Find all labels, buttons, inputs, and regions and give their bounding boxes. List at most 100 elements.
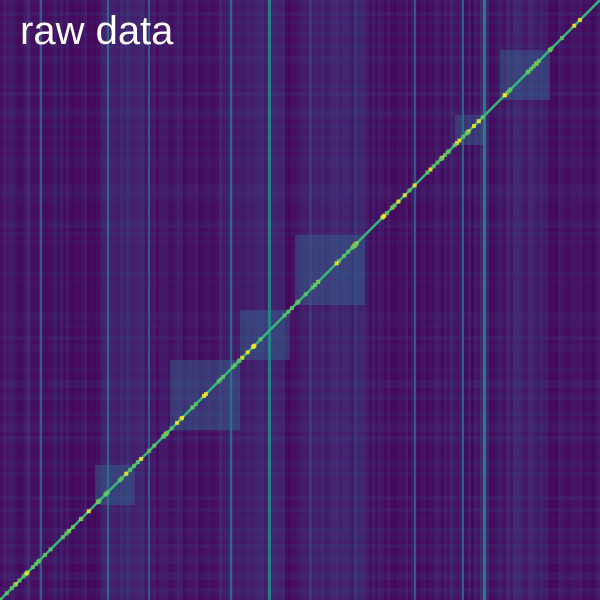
column-stripe <box>570 0 573 600</box>
column-stripe <box>456 0 459 600</box>
diagonal-spot <box>282 313 287 318</box>
row-stripe <box>0 528 600 532</box>
diagonal-spot <box>390 205 395 210</box>
column-stripe <box>417 0 420 600</box>
row-stripe <box>0 536 600 540</box>
column-stripe <box>171 0 174 600</box>
column-stripe <box>552 0 555 600</box>
column-stripe <box>288 0 291 600</box>
column-stripe <box>525 0 528 600</box>
diagonal-spot <box>169 426 174 431</box>
diagonal-spot <box>407 188 412 193</box>
column-stripe <box>465 0 468 600</box>
column-stripe <box>516 0 519 600</box>
row-stripe <box>0 312 600 316</box>
row-stripe <box>0 464 600 468</box>
row-stripe <box>0 572 600 576</box>
diagonal-spot <box>132 463 137 468</box>
column-stripe <box>387 0 390 600</box>
column-stripe <box>252 0 255 600</box>
diagonal-spot <box>457 138 462 143</box>
row-stripe <box>0 348 600 352</box>
column-stripe <box>564 0 567 600</box>
row-stripe <box>0 320 600 324</box>
column-stripe <box>591 0 594 600</box>
diagonal-spot <box>43 552 48 557</box>
row-stripe <box>0 92 600 96</box>
column-stripe <box>321 0 324 600</box>
diagonal-spot <box>147 448 152 453</box>
diagonal-spot <box>12 583 17 588</box>
diagonal-spot <box>310 285 315 290</box>
bright-column <box>148 0 150 600</box>
row-stripe <box>0 32 600 36</box>
column-stripe <box>324 0 327 600</box>
column-stripe <box>189 0 192 600</box>
row-stripe <box>0 552 600 556</box>
column-stripe <box>312 0 315 600</box>
diagonal-spot <box>86 509 91 514</box>
row-stripe <box>0 440 600 444</box>
diagonal-spot <box>412 183 417 188</box>
row-stripe <box>0 164 600 168</box>
column-stripe <box>18 0 21 600</box>
diagonal-spot <box>289 306 294 311</box>
diagonal-spot <box>531 64 536 69</box>
diagonal-spot <box>193 402 198 407</box>
diagonal-spot <box>534 61 539 66</box>
column-stripe <box>3 0 6 600</box>
column-stripe <box>360 0 363 600</box>
column-stripe <box>342 0 345 600</box>
column-stripe <box>105 0 108 600</box>
column-stripe <box>174 0 177 600</box>
diagonal-spot <box>79 516 84 521</box>
column-stripe <box>576 0 579 600</box>
column-stripe <box>492 0 495 600</box>
column-stripe <box>192 0 195 600</box>
diagonal-spot <box>384 211 389 216</box>
diagonal-spot <box>202 393 207 398</box>
column-stripe <box>210 0 213 600</box>
row-stripe <box>0 60 600 64</box>
column-stripe <box>144 0 147 600</box>
row-stripe <box>0 380 600 384</box>
column-stripe <box>282 0 285 600</box>
row-stripe <box>0 240 600 244</box>
column-stripe <box>489 0 492 600</box>
column-stripe <box>153 0 156 600</box>
row-stripe <box>0 220 600 224</box>
diagonal-spot <box>4 591 9 596</box>
diagonal-spot <box>549 46 554 51</box>
row-stripe <box>0 108 600 112</box>
row-stripe <box>0 544 600 548</box>
column-stripe <box>561 0 564 600</box>
column-stripe <box>126 0 129 600</box>
column-stripe <box>390 0 393 600</box>
column-stripe <box>123 0 126 600</box>
row-stripe <box>0 436 600 440</box>
column-stripe <box>303 0 306 600</box>
row-stripe <box>0 336 600 340</box>
column-stripe <box>120 0 123 600</box>
column-stripe <box>30 0 33 600</box>
diagonal-spot <box>336 259 341 264</box>
column-stripe <box>351 0 354 600</box>
column-stripe <box>459 0 462 600</box>
column-stripe <box>72 0 75 600</box>
column-stripe <box>201 0 204 600</box>
diagonal-spot <box>175 420 180 425</box>
column-stripe <box>156 0 159 600</box>
column-stripe <box>264 0 267 600</box>
column-stripe <box>318 0 321 600</box>
column-stripe <box>183 0 186 600</box>
column-stripe <box>585 0 588 600</box>
bright-column <box>268 0 271 600</box>
row-stripe <box>0 160 600 164</box>
row-stripe <box>0 56 600 60</box>
diagonal-spot <box>165 430 170 435</box>
column-stripe <box>240 0 243 600</box>
column-stripe <box>357 0 360 600</box>
column-stripe <box>510 0 513 600</box>
column-stripe <box>108 0 111 600</box>
diagonal-spot <box>480 115 485 120</box>
